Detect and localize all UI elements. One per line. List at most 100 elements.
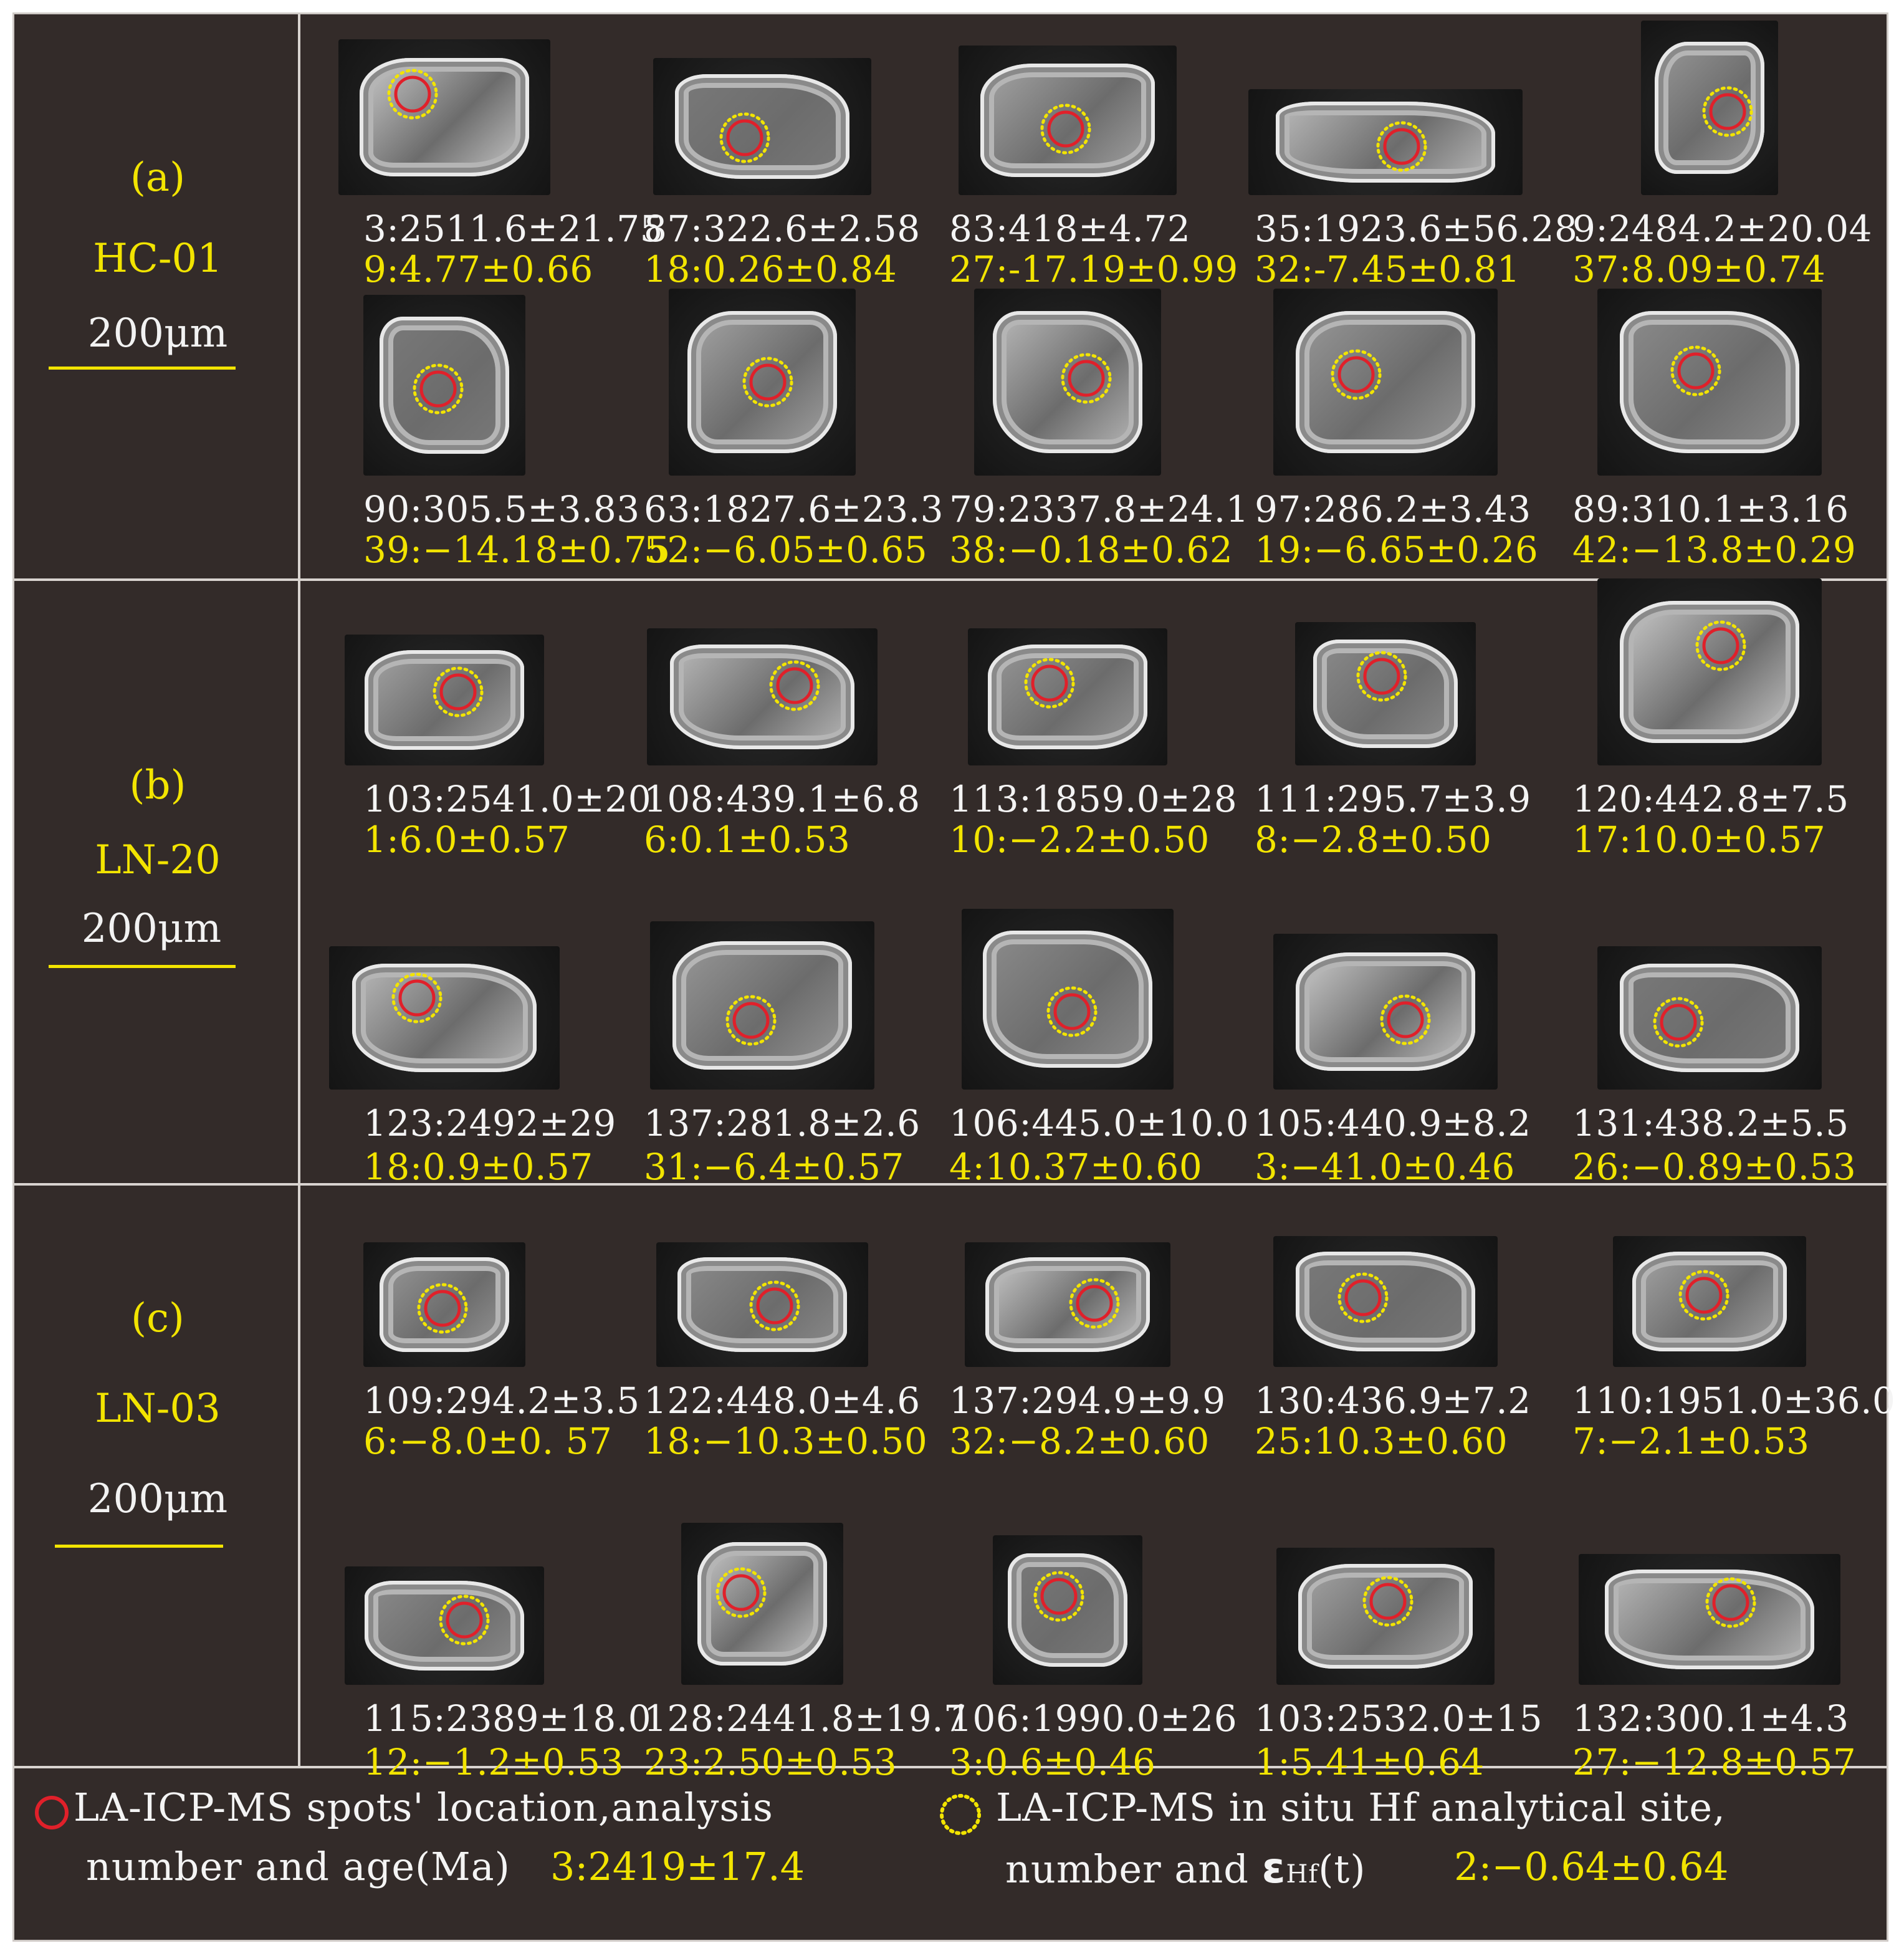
age-label: 115:2389±18.0 bbox=[363, 1697, 652, 1740]
ablation-spot bbox=[1068, 360, 1105, 397]
analysis-spot bbox=[769, 660, 820, 711]
panel-letter: (c) bbox=[131, 1295, 184, 1341]
analysis-spot bbox=[1670, 345, 1721, 396]
ablation-spot bbox=[1702, 627, 1739, 664]
hf-spot bbox=[1356, 651, 1407, 702]
age-label: 79:2337.8±24.1 bbox=[949, 488, 1250, 530]
legend-hf-suffix: (t) bbox=[1318, 1846, 1366, 1892]
age-label: 106:445.0±10.0 bbox=[949, 1102, 1250, 1144]
sample-name: LN-20 bbox=[95, 837, 221, 883]
legend-ablation-line1: LA-ICP-MS spots' location,analysis bbox=[74, 1785, 773, 1830]
analysis-spot bbox=[1678, 1270, 1729, 1320]
hf-label: 18:0.26±0.84 bbox=[644, 248, 897, 290]
hf-label: 12:−1.2±0.53 bbox=[363, 1741, 624, 1783]
hf-spot-legend-icon bbox=[940, 1794, 981, 1835]
panel-divider-bc bbox=[14, 1183, 1887, 1186]
sample-name: HC-01 bbox=[93, 236, 222, 282]
zircon-grain bbox=[365, 1580, 524, 1671]
legend-hf-line1: LA-ICP-MS in situ Hf analytical site, bbox=[996, 1785, 1726, 1830]
zircon-grain bbox=[1296, 1252, 1475, 1351]
label-column-divider bbox=[298, 14, 300, 1766]
hf-spot bbox=[1024, 658, 1075, 709]
legend-ablation-example: 3:2419±17.4 bbox=[550, 1844, 805, 1889]
analysis-spot bbox=[413, 363, 464, 415]
scale-bar bbox=[49, 367, 236, 370]
age-label: 103:2541.0±20 bbox=[363, 778, 652, 820]
ablation-spot bbox=[732, 1002, 770, 1039]
zircon-grain bbox=[985, 1257, 1150, 1352]
legend-hf-prefix: number and bbox=[1005, 1846, 1262, 1892]
ablation-spot bbox=[1660, 1004, 1697, 1041]
ablation-spot bbox=[1685, 1277, 1723, 1313]
zircon-cl-image bbox=[669, 289, 856, 476]
hf-spot bbox=[715, 1567, 767, 1618]
hf-spot bbox=[1702, 86, 1753, 137]
ablation-spot bbox=[1369, 1583, 1406, 1620]
hf-label: 4:10.37±0.60 bbox=[949, 1146, 1203, 1188]
hf-spot bbox=[387, 69, 438, 119]
hf-label: 27:−12.8±0.57 bbox=[1572, 1741, 1857, 1783]
epsilon-symbol: ε bbox=[1261, 1844, 1286, 1893]
zircon-grain bbox=[360, 58, 529, 176]
zircon-grain bbox=[980, 63, 1155, 178]
zircon-grain bbox=[687, 311, 837, 453]
age-label: 9:2484.2±20.04 bbox=[1572, 208, 1873, 250]
age-label: 131:438.2±5.5 bbox=[1572, 1102, 1849, 1144]
zircon-cl-image bbox=[338, 39, 550, 195]
zircon-cl-image bbox=[962, 909, 1174, 1090]
ablation-spot bbox=[1712, 1584, 1749, 1621]
ablation-spot bbox=[439, 673, 477, 711]
scale-bar-label: 200μm bbox=[81, 906, 222, 952]
age-label: 106:1990.0±26 bbox=[949, 1697, 1238, 1740]
hf-spot bbox=[769, 660, 820, 711]
hf-spot bbox=[1331, 349, 1382, 400]
panel-letter: (b) bbox=[129, 762, 186, 808]
scale-bar-label: 200μm bbox=[87, 310, 228, 357]
age-label: 123:2492±29 bbox=[363, 1102, 616, 1144]
hf-label: 23:2.50±0.53 bbox=[644, 1741, 897, 1783]
legend-ablation-line2: number and age(Ma) bbox=[86, 1844, 510, 1889]
zircon-cl-image bbox=[647, 628, 878, 765]
analysis-spot bbox=[1061, 353, 1112, 404]
zircon-grain bbox=[1632, 1252, 1787, 1351]
analysis-spot bbox=[1695, 620, 1746, 671]
zircon-cl-image bbox=[1641, 21, 1778, 195]
hf-spot bbox=[1376, 121, 1427, 172]
analysis-spot bbox=[1380, 994, 1431, 1045]
ablation-spot bbox=[1383, 128, 1420, 165]
ablation-spot bbox=[1337, 356, 1375, 393]
zircon-grain bbox=[380, 316, 509, 454]
ablation-spot bbox=[1031, 664, 1068, 702]
zircon-cl-image bbox=[1597, 946, 1822, 1090]
analysis-spot bbox=[433, 666, 484, 717]
zircon-cl-image bbox=[993, 1535, 1142, 1685]
zircon-cl-image bbox=[363, 295, 525, 476]
age-label: 89:310.1±3.16 bbox=[1572, 488, 1849, 530]
scale-bar-label: 200μm bbox=[87, 1476, 228, 1522]
ablation-spot bbox=[394, 75, 431, 112]
zircon-grain bbox=[677, 1257, 847, 1352]
analysis-spot bbox=[1376, 121, 1427, 172]
zircon-cl-image bbox=[363, 1242, 525, 1367]
hf-spot bbox=[742, 357, 793, 408]
panel-letter: (a) bbox=[130, 155, 186, 201]
hf-label: 31:−6.4±0.57 bbox=[644, 1146, 904, 1188]
analysis-spot bbox=[439, 1594, 490, 1645]
zircon-grain bbox=[675, 74, 849, 179]
hf-label: 7:−2.1±0.53 bbox=[1572, 1420, 1810, 1462]
age-label: 109:294.2±3.5 bbox=[363, 1379, 640, 1422]
age-label: 105:440.9±8.2 bbox=[1255, 1102, 1531, 1144]
hf-label: 32:−8.2±0.60 bbox=[949, 1420, 1210, 1462]
age-label: 3:2511.6±21.75 bbox=[363, 208, 664, 250]
analysis-spot bbox=[1702, 86, 1753, 137]
zircon-cl-image bbox=[1273, 934, 1498, 1090]
hf-label: 8:−2.8±0.50 bbox=[1255, 818, 1492, 861]
analysis-spot bbox=[1331, 349, 1382, 400]
hf-label: 38:−0.18±0.62 bbox=[949, 529, 1233, 571]
hf-label: 6:−8.0±0. 57 bbox=[363, 1420, 613, 1462]
analysis-spot bbox=[1362, 1576, 1413, 1627]
age-label: 63:1827.6±23.3 bbox=[644, 488, 944, 530]
zircon-cl-image bbox=[959, 46, 1177, 195]
hf-label: 17:10.0±0.57 bbox=[1572, 818, 1826, 861]
ablation-spot bbox=[398, 979, 436, 1017]
